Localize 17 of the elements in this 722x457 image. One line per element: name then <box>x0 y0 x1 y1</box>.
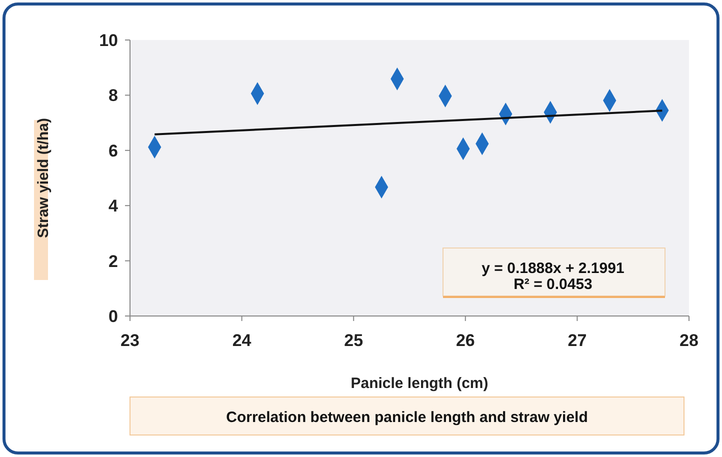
y-tick-label: 0 <box>108 306 118 326</box>
x-tick-label: 25 <box>344 331 364 350</box>
x-tick-label: 27 <box>568 331 587 350</box>
x-tick-label: 28 <box>680 331 698 350</box>
y-tick-label: 8 <box>108 86 118 106</box>
x-axis-title: Panicle length (cm) <box>350 375 488 392</box>
annotation: y = 0.1888x + 2.1991 <box>482 260 624 277</box>
x-tick-label: 24 <box>232 331 252 350</box>
annotation: R² = 0.0453 <box>514 276 592 293</box>
y-tick-label: 6 <box>108 141 118 160</box>
x-tick-label: 26 <box>456 331 475 350</box>
x-tick-label: 23 <box>120 331 140 350</box>
y-tick-label: 2 <box>108 252 118 271</box>
y-tick-label: 10 <box>99 30 118 50</box>
text: Correlation between panicle length and straw yield <box>226 409 588 426</box>
y-tick-label: 4 <box>108 196 119 216</box>
y-axis-title: Straw yield (t/ha) <box>35 118 52 238</box>
